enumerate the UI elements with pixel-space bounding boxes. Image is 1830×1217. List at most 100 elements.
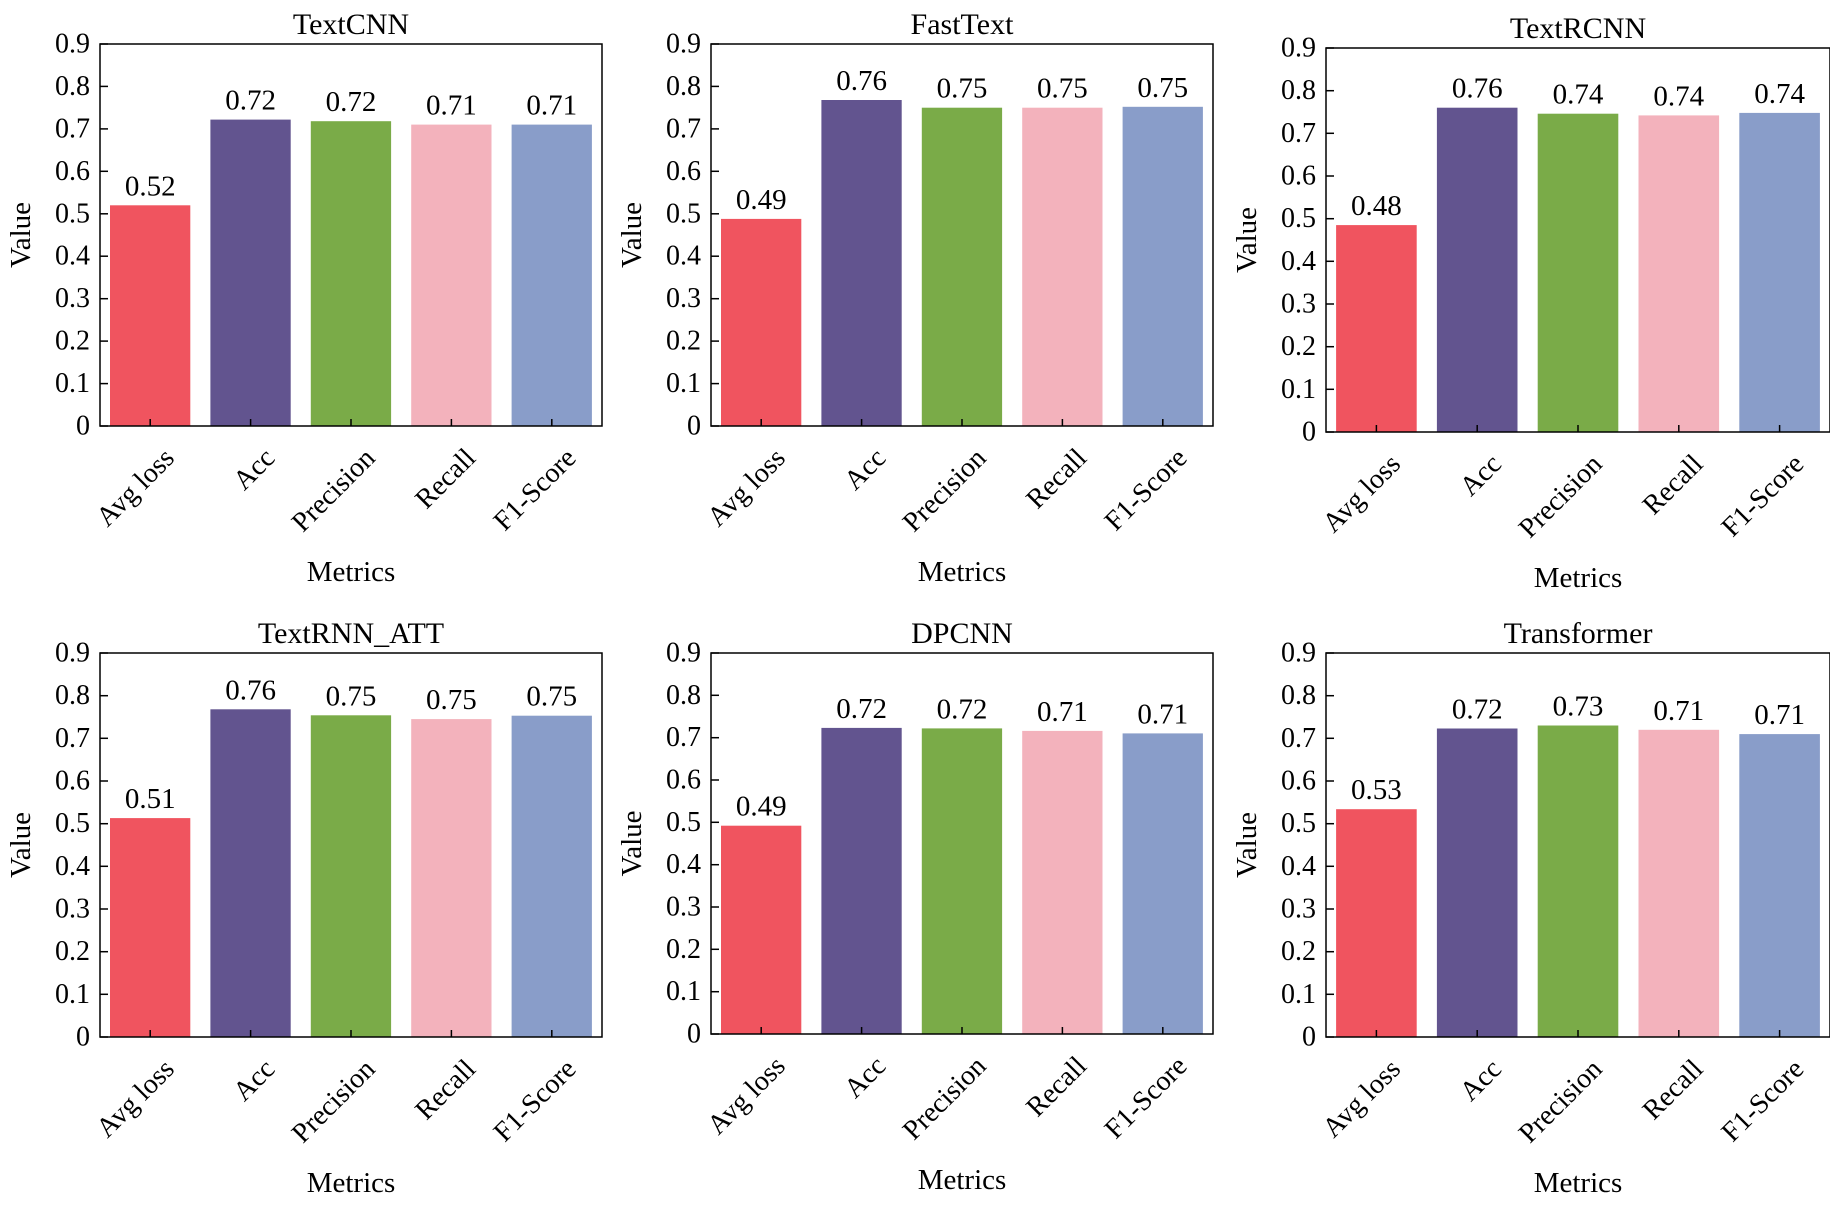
y-axis-label: Value — [616, 810, 648, 876]
plot-frame — [99, 43, 603, 427]
bar-value-label: 0.49 — [736, 184, 787, 216]
bar-f1-score — [1122, 733, 1203, 1034]
y-tick-label: 0.5 — [666, 198, 701, 229]
y-tick-label: 0.2 — [55, 936, 90, 967]
y-tick-label: 0.6 — [1281, 766, 1316, 797]
bar-value-label: 0.52 — [125, 170, 176, 202]
x-tick-label: Acc — [227, 443, 281, 497]
y-tick-label: 0.6 — [666, 156, 701, 187]
y-tick-label: 0.1 — [55, 368, 90, 399]
bar-value-label: 0.76 — [836, 65, 887, 97]
y-tick-label: 0.3 — [666, 283, 701, 314]
plot-frame — [1325, 47, 1830, 433]
y-tick-label: 0.6 — [55, 156, 90, 187]
x-tick-label: Recall — [1020, 442, 1093, 515]
chart-fasttext: 0.49 Avg loss 0.76 Acc 0.75 Precision 0.75 Reca… — [616, 8, 1214, 588]
x-axis-label: Metrics — [307, 556, 396, 588]
y-tick-label: 0.7 — [55, 113, 90, 144]
chart-title: DPCNN — [911, 617, 1013, 650]
bar-recall — [411, 124, 492, 426]
bar-value-label: 0.72 — [1452, 694, 1503, 726]
bar-acc — [821, 100, 902, 426]
y-tick-label: 0 — [76, 411, 90, 442]
y-tick-label: 0.8 — [666, 680, 701, 711]
bar-value-label: 0.75 — [937, 73, 988, 105]
x-tick-label: Avg loss — [1317, 449, 1407, 539]
y-tick-label: 0.1 — [55, 979, 90, 1010]
bar-precision — [1537, 725, 1619, 1037]
y-tick-label: 0.6 — [1281, 161, 1316, 192]
bar-precision — [310, 715, 392, 1037]
bar-value-label: 0.72 — [937, 693, 988, 725]
bar-value-label: 0.51 — [125, 783, 176, 815]
bar-precision — [1537, 113, 1619, 432]
bar-acc — [1436, 107, 1518, 432]
bar-precision — [310, 121, 392, 426]
x-tick-label: F1-Score — [1099, 443, 1194, 538]
bar-avg-loss — [110, 205, 191, 426]
y-tick-label: 0.5 — [666, 807, 701, 838]
y-axis-label: Value — [1231, 207, 1263, 273]
y-tick-label: 0.4 — [666, 241, 701, 272]
y-tick-label: 0.9 — [55, 638, 90, 669]
y-tick-label: 0.1 — [666, 368, 701, 399]
y-tick-label: 0 — [1302, 417, 1316, 448]
bar-recall — [1022, 107, 1103, 426]
bar-acc — [821, 727, 902, 1034]
x-tick-label: Acc — [227, 1054, 281, 1108]
bar-value-label: 0.71 — [1137, 698, 1188, 730]
x-axis-label: Metrics — [918, 556, 1007, 588]
bar-value-label: 0.71 — [426, 90, 477, 122]
bar-f1-score — [1739, 734, 1820, 1037]
x-tick-label: Recall — [1637, 448, 1710, 521]
y-tick-label: 0.2 — [1281, 331, 1316, 362]
x-tick-label: F1-Score — [488, 1054, 583, 1149]
bar-recall — [1638, 115, 1720, 433]
bar-value-label: 0.75 — [1037, 73, 1088, 105]
chart-title: TextRCNN — [1510, 12, 1646, 45]
x-tick-label: Avg loss — [1317, 1054, 1407, 1144]
plot-frame — [710, 43, 1214, 427]
y-tick-label: 0.7 — [55, 723, 90, 754]
y-axis-label: Value — [5, 812, 37, 878]
x-tick-label: F1-Score — [1716, 449, 1811, 544]
y-tick-label: 0.1 — [1281, 374, 1316, 405]
y-tick-label: 0.7 — [1281, 723, 1316, 754]
x-tick-label: Precision — [286, 443, 382, 539]
chart-title: TextRNN_ATT — [258, 617, 444, 650]
y-tick-label: 0.6 — [55, 766, 90, 797]
y-tick-label: 0.4 — [55, 241, 90, 272]
y-tick-label: 0.4 — [55, 851, 90, 882]
bar-value-label: 0.75 — [1137, 72, 1188, 104]
chart-title: TextCNN — [293, 8, 409, 41]
x-tick-label: Acc — [1454, 449, 1508, 503]
bar-value-label: 0.48 — [1351, 190, 1402, 222]
y-tick-label: 0.9 — [1281, 638, 1316, 669]
bar-value-label: 0.74 — [1754, 78, 1805, 110]
x-tick-label: F1-Score — [1716, 1054, 1811, 1149]
y-tick-label: 0.3 — [1281, 894, 1316, 925]
y-tick-label: 0.3 — [666, 892, 701, 923]
x-tick-label: Recall — [409, 1053, 482, 1126]
x-tick-label: Precision — [1513, 449, 1609, 545]
bar-value-label: 0.53 — [1351, 774, 1402, 806]
y-tick-label: 0.3 — [55, 894, 90, 925]
chart-textrnn-att: 0.51 Avg loss 0.76 Acc 0.75 Precision 0.75 Reca… — [5, 617, 603, 1199]
bar-value-label: 0.75 — [326, 680, 377, 712]
bar-acc — [210, 119, 291, 426]
y-tick-label: 0 — [76, 1022, 90, 1053]
x-tick-label: Acc — [838, 443, 892, 497]
y-tick-label: 0.5 — [55, 808, 90, 839]
x-axis-label: Metrics — [918, 1164, 1007, 1196]
bar-recall — [1638, 729, 1720, 1037]
plot-frame — [1325, 652, 1830, 1038]
x-tick-label: Precision — [286, 1054, 382, 1150]
y-tick-label: 0.8 — [666, 71, 701, 102]
y-tick-label: 0.7 — [666, 113, 701, 144]
bar-f1-score — [511, 124, 592, 426]
y-tick-label: 0.9 — [55, 29, 90, 60]
y-tick-label: 0 — [1302, 1022, 1316, 1053]
bar-value-label: 0.72 — [225, 85, 276, 117]
bar-value-label: 0.71 — [1037, 696, 1088, 728]
